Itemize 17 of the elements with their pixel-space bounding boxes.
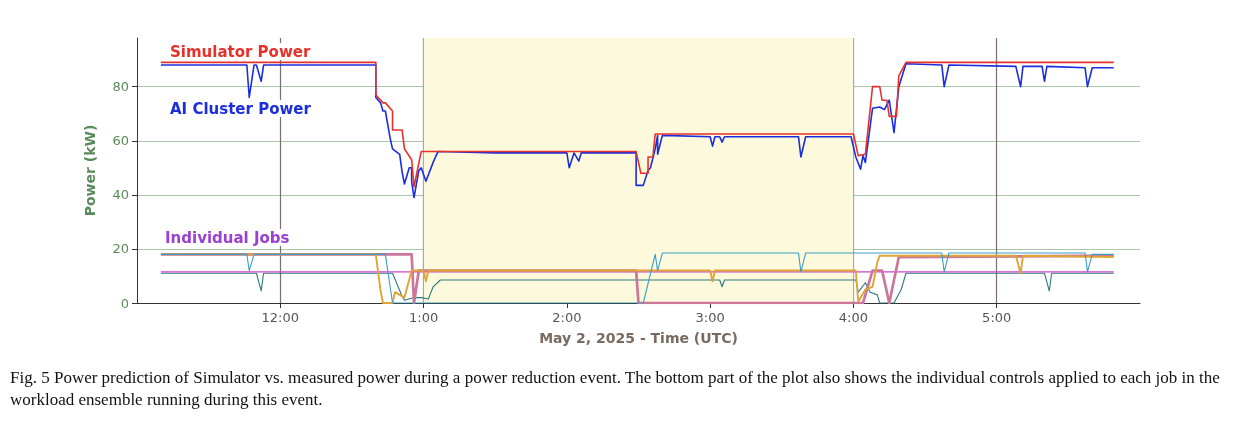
y-tick-label: 80 — [112, 79, 129, 95]
x-tick-label: 4:00 — [838, 310, 869, 325]
y-tick-label: 0 — [120, 295, 129, 311]
y-axis-title: Power (kW) — [82, 124, 98, 217]
series-label: AI Cluster Power — [170, 99, 312, 118]
y-tick-label: 20 — [112, 241, 129, 257]
x-tick-label: 12:00 — [261, 310, 300, 325]
y-tick-label: 60 — [112, 133, 129, 149]
caption: Fig. 5 Power prediction of Simulator vs. measured power during a power reduction event. The bottom part of the plot also shows the individual controls applied to each job in the workload ensemble running during this event. — [10, 367, 1221, 411]
x-tick-label: 5:00 — [982, 310, 1012, 325]
annotation: Individual Jobs — [165, 228, 290, 247]
y-tick-label: 40 — [112, 187, 129, 203]
x-tick-label: 3:00 — [695, 310, 725, 325]
x-tick-label: 1:00 — [408, 310, 439, 325]
x-tick-label: 2:00 — [552, 310, 582, 325]
x-axis-title: May 2, 2025 - Time (UTC) — [539, 330, 738, 346]
series-label: Simulator Power — [170, 42, 311, 61]
